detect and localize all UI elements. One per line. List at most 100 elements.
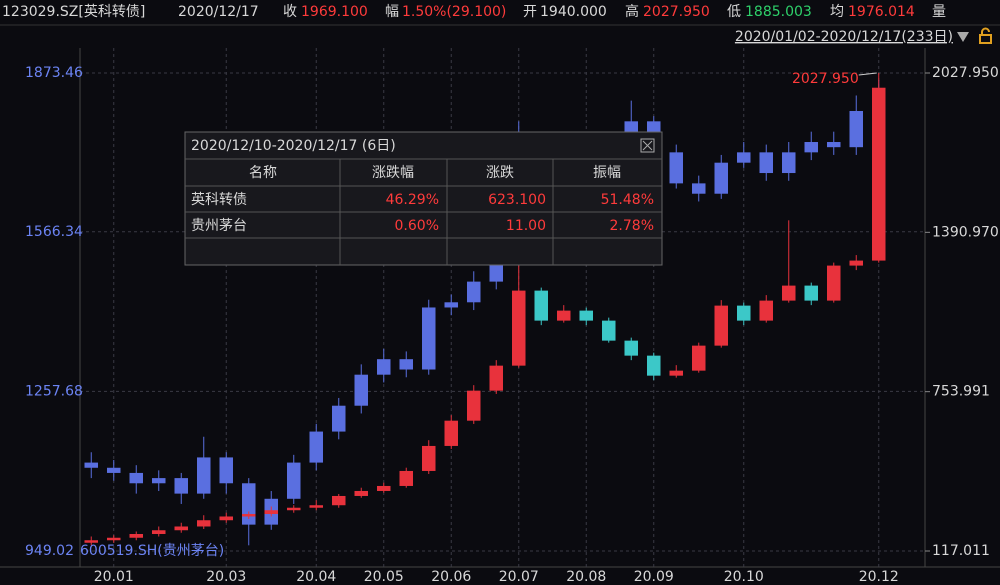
cell: 46.29% <box>386 192 439 208</box>
candle-body <box>84 462 98 468</box>
candle-body <box>692 345 706 371</box>
candle-body <box>467 390 481 421</box>
candle-body <box>849 110 863 148</box>
candle-body <box>759 152 773 174</box>
candle-body <box>174 526 188 531</box>
candle-body <box>827 265 841 301</box>
y-tick-label: 949.02 <box>25 543 74 559</box>
candle-body <box>377 359 391 375</box>
candle-body <box>264 510 278 514</box>
candle-body <box>467 281 481 303</box>
candle-body <box>782 285 796 301</box>
cell: 51.48% <box>601 192 654 208</box>
candle-body <box>849 260 863 266</box>
x-tick-label: 20.08 <box>566 569 606 585</box>
candle-body <box>422 307 436 370</box>
series-label: 600519.SH(贵州茅台) <box>80 543 224 559</box>
cell: 623.100 <box>488 192 546 208</box>
candle-body <box>399 359 413 370</box>
annotation-arrow <box>858 72 877 76</box>
lock-icon[interactable] <box>979 34 992 44</box>
candle-body <box>84 540 98 543</box>
x-tick-label: 20.06 <box>431 569 471 585</box>
row-name: 贵州茅台 <box>191 218 247 234</box>
candle-body <box>647 355 661 376</box>
candle-body <box>489 365 503 391</box>
candle-body <box>377 485 391 491</box>
header-label: 幅 <box>385 4 399 20</box>
header: 123029.SZ[英科转债] 2020/12/17 收 1969.100 幅 … <box>0 3 1000 45</box>
x-tick-label: 20.10 <box>724 569 764 585</box>
candle-body <box>107 537 121 541</box>
candle-body <box>602 320 616 341</box>
candle-body <box>354 490 368 496</box>
candle-body <box>287 462 301 499</box>
candle-body <box>557 310 571 321</box>
candle-body <box>737 152 751 163</box>
candle-body <box>152 478 166 484</box>
candle-body <box>332 495 346 506</box>
x-tick-label: 20.07 <box>499 569 539 585</box>
candle-body <box>737 305 751 321</box>
dropdown-icon[interactable] <box>957 32 969 42</box>
close-icon <box>642 140 653 151</box>
candle-body <box>534 290 548 321</box>
y-tick-label: 1257.68 <box>25 383 83 399</box>
header-label: 量 <box>932 4 946 20</box>
row-name: 英科转债 <box>191 191 247 208</box>
candle-body <box>422 445 436 471</box>
candle-body <box>444 302 458 308</box>
header-value: 1969.100 <box>301 4 368 20</box>
cell: 11.00 <box>506 218 546 234</box>
column-header: 振幅 <box>593 165 621 181</box>
header-date: 2020/12/17 <box>178 4 259 20</box>
candle-body <box>669 152 683 184</box>
column-header: 涨跌幅 <box>372 165 414 181</box>
candle-body <box>242 513 256 517</box>
candle-body <box>129 472 143 484</box>
header-value: 1976.014 <box>848 4 915 20</box>
candle-body <box>782 152 796 174</box>
x-tick-label: 20.01 <box>94 569 134 585</box>
header-value: 1.50%(29.100) <box>402 4 506 20</box>
candle-body <box>219 457 233 484</box>
candle-body <box>399 470 413 486</box>
candle-body <box>692 183 706 194</box>
x-tick-label: 20.05 <box>364 569 404 585</box>
popup-box <box>184 131 663 266</box>
header-value: 1885.003 <box>745 4 812 20</box>
header-value: 1940.000 <box>540 4 607 20</box>
candle-body <box>579 310 593 321</box>
security-title: 123029.SZ[英科转债] <box>2 3 145 20</box>
x-tick-label: 20.09 <box>634 569 674 585</box>
candle-body <box>309 505 323 508</box>
header-value: 2027.950 <box>643 4 710 20</box>
header-label: 均 <box>830 4 844 20</box>
annotation: 2027.950 <box>792 71 859 87</box>
candle-body <box>107 467 121 473</box>
y2-tick-label: 753.991 <box>932 384 990 400</box>
candle-body <box>444 420 458 446</box>
popup-title: 2020/12/10-2020/12/17 (6日) <box>191 138 396 154</box>
y2-tick-label: 1390.970 <box>932 224 999 240</box>
candle-body <box>287 507 301 511</box>
candle-body <box>332 405 346 432</box>
candle-body <box>309 431 323 463</box>
date-range[interactable]: 2020/01/02-2020/12/17(233日) <box>735 29 953 45</box>
header-label: 高 <box>625 3 639 20</box>
candle-body <box>827 142 841 148</box>
candle-body <box>197 457 211 494</box>
popup: 2020/12/10-2020/12/17 (6日) 名称 涨跌幅 涨跌 振幅 … <box>184 131 663 266</box>
cell: 2.78% <box>610 218 654 234</box>
header-label: 开 <box>523 4 537 20</box>
close-button[interactable] <box>640 138 655 153</box>
header-label: 收 <box>283 4 297 20</box>
candle-body <box>129 533 143 538</box>
y-tick-label: 1566.34 <box>25 224 83 240</box>
y2-tick-label: 117.011 <box>932 543 990 559</box>
column-header: 名称 <box>249 165 277 181</box>
header-label: 低 <box>727 4 741 20</box>
